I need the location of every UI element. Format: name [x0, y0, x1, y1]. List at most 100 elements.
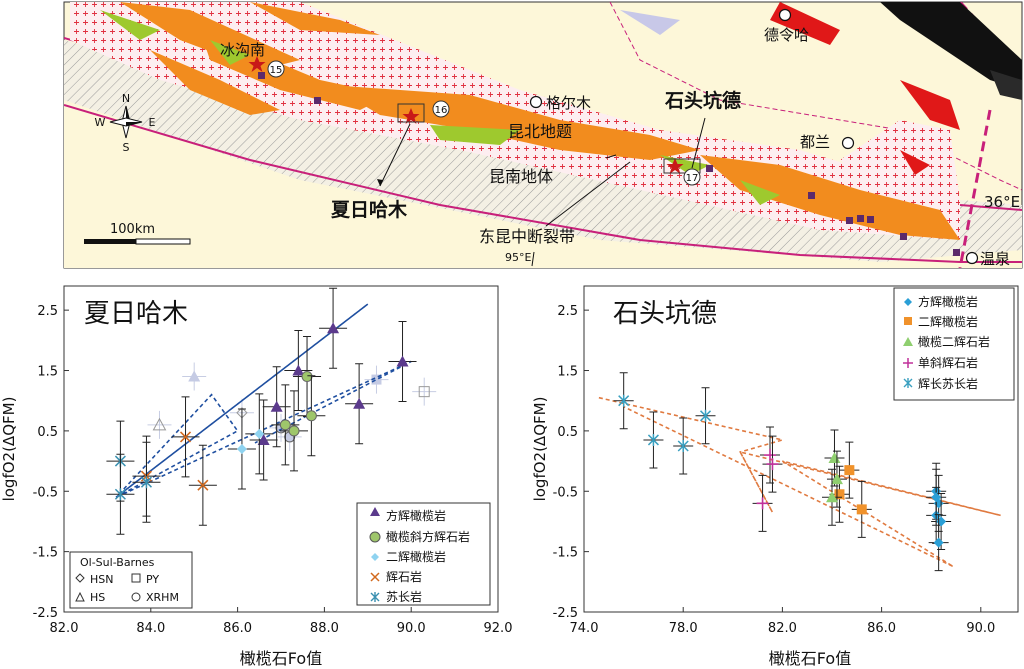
data-point [699, 409, 712, 422]
label-xiarihamu: 夏日哈木 [331, 198, 408, 221]
trend-envelope [598, 396, 1001, 568]
label-delingha: 德令哈 [764, 26, 809, 44]
label-lat: 36°E [984, 193, 1020, 211]
site-numbers: 15 16 17 [267, 60, 701, 186]
y-tick-label: -2.5 [33, 606, 58, 621]
reference-point [418, 386, 430, 398]
svg-text:N: N [122, 92, 130, 105]
data-point [931, 492, 942, 503]
reference-point [188, 370, 201, 382]
site-number: 16 [435, 105, 448, 116]
data-point [647, 433, 659, 446]
y-axis-label: logfO2(ΔQFM) [531, 397, 549, 502]
data-point [254, 428, 265, 439]
svg-text:100km: 100km [110, 222, 155, 237]
trend-envelope [115, 303, 412, 499]
site-number: 15 [270, 65, 283, 76]
legend-entry: 方辉橄榄岩 [386, 508, 446, 523]
data-point [756, 497, 769, 510]
chart-title: 石头坑德 [613, 299, 717, 329]
site-number: 17 [686, 173, 699, 184]
x-axis-label: 橄榄石Fo值 [769, 649, 851, 668]
legend-entry: 橄榄二辉石岩 [918, 334, 990, 349]
svg-text:S: S [123, 141, 130, 154]
y-tick-label: 1.5 [557, 365, 578, 380]
geologic-map: 15 16 17 冰沟南 格尔木 德令哈 石头坑德 昆北地题 昆南地体 都兰 夏… [63, 1, 1023, 269]
data-point [197, 479, 209, 491]
compass-icon: N S W E [95, 92, 156, 154]
data-point [830, 473, 843, 485]
x-tick-label: 74.0 [570, 621, 599, 636]
x-tick-label: 82.0 [768, 621, 797, 636]
data-point [933, 537, 944, 548]
x-tick-label: 92.0 [484, 621, 513, 636]
x-tick-label: 86.0 [867, 621, 896, 636]
x-tick-label: 88.0 [310, 621, 339, 636]
x-tick-label: 84.0 [136, 621, 165, 636]
legend-entry: 辉长苏长岩 [918, 376, 978, 391]
data-point [826, 491, 838, 503]
legend-entry: 二辉橄榄岩 [918, 314, 978, 329]
y-tick-label: -2.5 [553, 606, 578, 621]
legend-entry: 方辉橄榄岩 [918, 294, 978, 309]
data-point [764, 449, 776, 462]
data-point [327, 322, 340, 334]
fault-line [64, 104, 1022, 263]
y-tick-label: -1.5 [33, 546, 58, 561]
label-wenquan: 温泉 [980, 250, 1010, 268]
data-point [279, 419, 291, 431]
data-point [257, 433, 270, 445]
legend-entry: 橄榄斜方辉石岩 [386, 529, 470, 544]
data-point [270, 400, 283, 412]
label-kunbei: 昆北地题 [508, 122, 572, 141]
reference-point [152, 417, 167, 431]
legend-entry: 二辉橄榄岩 [386, 549, 446, 564]
data-point [288, 425, 300, 437]
svg-text:Ol-Sul-Barnes: Ol-Sul-Barnes [80, 556, 155, 569]
scale-bar: 100km [84, 222, 191, 245]
data-point [236, 444, 247, 454]
x-tick-label: 90.0 [397, 621, 426, 636]
label-fault: 东昆中断裂带 [479, 227, 575, 246]
label-bingounan: 冰沟南 [220, 41, 265, 59]
data-point [301, 371, 313, 383]
chart-legend: 方辉橄榄岩 橄榄斜方辉石岩 二辉橄榄岩 辉石岩 苏长岩 [356, 502, 491, 606]
x-tick-label: 82.0 [50, 621, 79, 636]
data-point [844, 465, 855, 476]
data-point [292, 364, 305, 376]
svg-text:PY: PY [146, 573, 159, 586]
x-tick-label: 90.0 [966, 621, 995, 636]
y-tick-label: 2.5 [37, 304, 58, 319]
chart-xiarihamu: 夏日哈木 橄榄石Fo值 logfO2(ΔQFM) 82.0 84.0 86.0 88.… [0, 285, 513, 668]
label-shitoukengde: 石头坑德 [664, 89, 741, 112]
chart-legend: 方辉橄榄岩 二辉橄榄岩 橄榄二辉石岩 单斜辉石岩 辉长苏长岩 [893, 287, 1015, 401]
y-tick-label: -0.5 [33, 485, 58, 500]
label-lon: 95°E [505, 251, 531, 264]
reference-point [371, 374, 382, 385]
y-tick-label: 0.5 [37, 425, 58, 440]
y-axis-label: logfO2(ΔQFM) [0, 397, 18, 502]
data-point [856, 504, 867, 515]
data-point [353, 397, 366, 409]
label-dulan: 都兰 [800, 133, 830, 151]
chart-title: 夏日哈木 [84, 299, 188, 329]
x-tick-label: 78.0 [669, 621, 698, 636]
svg-text:HSN: HSN [90, 573, 113, 586]
data-point [766, 458, 779, 471]
error-bar [412, 377, 437, 406]
chart-shitoukengde: 石头坑德 橄榄石Fo值 logfO2(ΔQFM) 74.0 78.0 82.0 86.… [531, 285, 1019, 668]
x-tick-label: 86.0 [223, 621, 252, 636]
data-point [305, 410, 317, 422]
data-point [618, 394, 630, 407]
svg-text:W: W [95, 116, 106, 129]
label-kunnan: 昆南地体 [489, 167, 553, 186]
data-point [179, 431, 192, 443]
svg-text:XRHM: XRHM [146, 591, 179, 604]
site-markers [248, 56, 960, 256]
y-tick-label: -0.5 [553, 485, 578, 500]
legend-entry: 苏长岩 [386, 589, 422, 604]
y-tick-label: 0.5 [557, 425, 578, 440]
svg-text:E: E [149, 116, 156, 129]
data-point [140, 476, 152, 489]
